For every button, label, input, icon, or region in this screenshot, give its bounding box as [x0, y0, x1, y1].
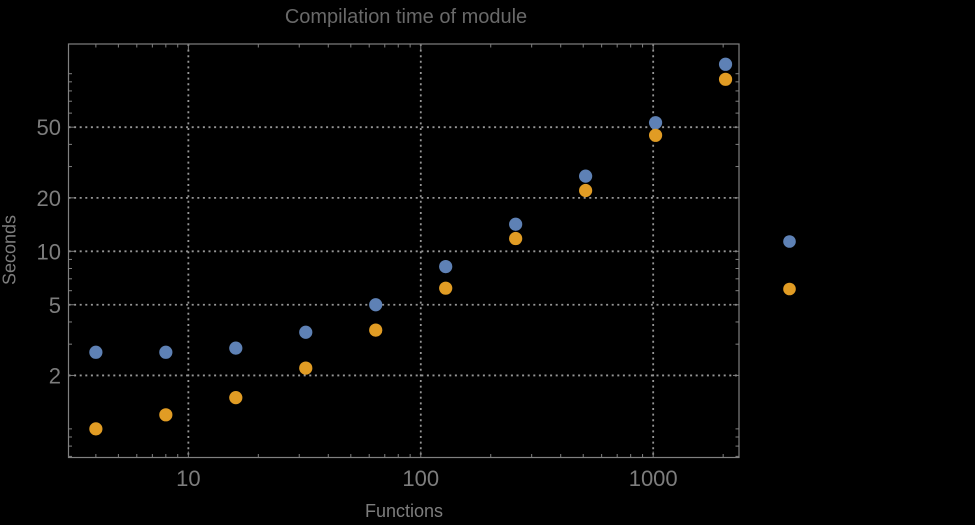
chart-title: Compilation time of module [284, 6, 528, 28]
y-axis-label: Seconds [0, 214, 20, 286]
y-tick-label: 5 [49, 293, 61, 318]
data-point-series-1 [299, 325, 313, 339]
data-point-series-2 [229, 391, 243, 405]
data-point-series-2 [509, 231, 523, 246]
data-point-series-1 [718, 57, 733, 71]
data-point-series-2 [159, 408, 173, 422]
data-point-series-2 [299, 361, 313, 375]
y-tick-label: 2 [49, 363, 61, 388]
data-point-series-1 [229, 341, 243, 355]
y-tick-label: 10 [37, 239, 61, 264]
data-point-series-1 [439, 260, 453, 274]
data-point-series-2 [89, 422, 103, 436]
plot-frame [67, 43, 740, 459]
data-point-series-1 [159, 345, 173, 359]
data-point-series-2 [648, 128, 663, 142]
x-tick-label: 1000 [629, 466, 678, 491]
y-tick-label: 20 [37, 186, 61, 211]
y-tick-label: 50 [37, 115, 61, 140]
x-tick-label: 100 [402, 466, 439, 491]
data-point-series-1 [369, 298, 383, 312]
x-axis-label: Functions [364, 501, 444, 521]
data-point-series-2 [718, 72, 733, 86]
data-point-series-2 [439, 281, 453, 295]
data-point-series-1 [89, 345, 103, 359]
x-tick-label: 10 [176, 466, 200, 491]
data-point-series-1 [579, 169, 593, 183]
data-point-series-1 [648, 116, 663, 130]
legend-marker-series-1 [783, 235, 796, 248]
data-point-series-2 [579, 183, 593, 198]
data-point-series-1 [509, 217, 523, 231]
legend-marker-series-2 [783, 282, 796, 296]
data-point-series-2 [369, 323, 383, 337]
